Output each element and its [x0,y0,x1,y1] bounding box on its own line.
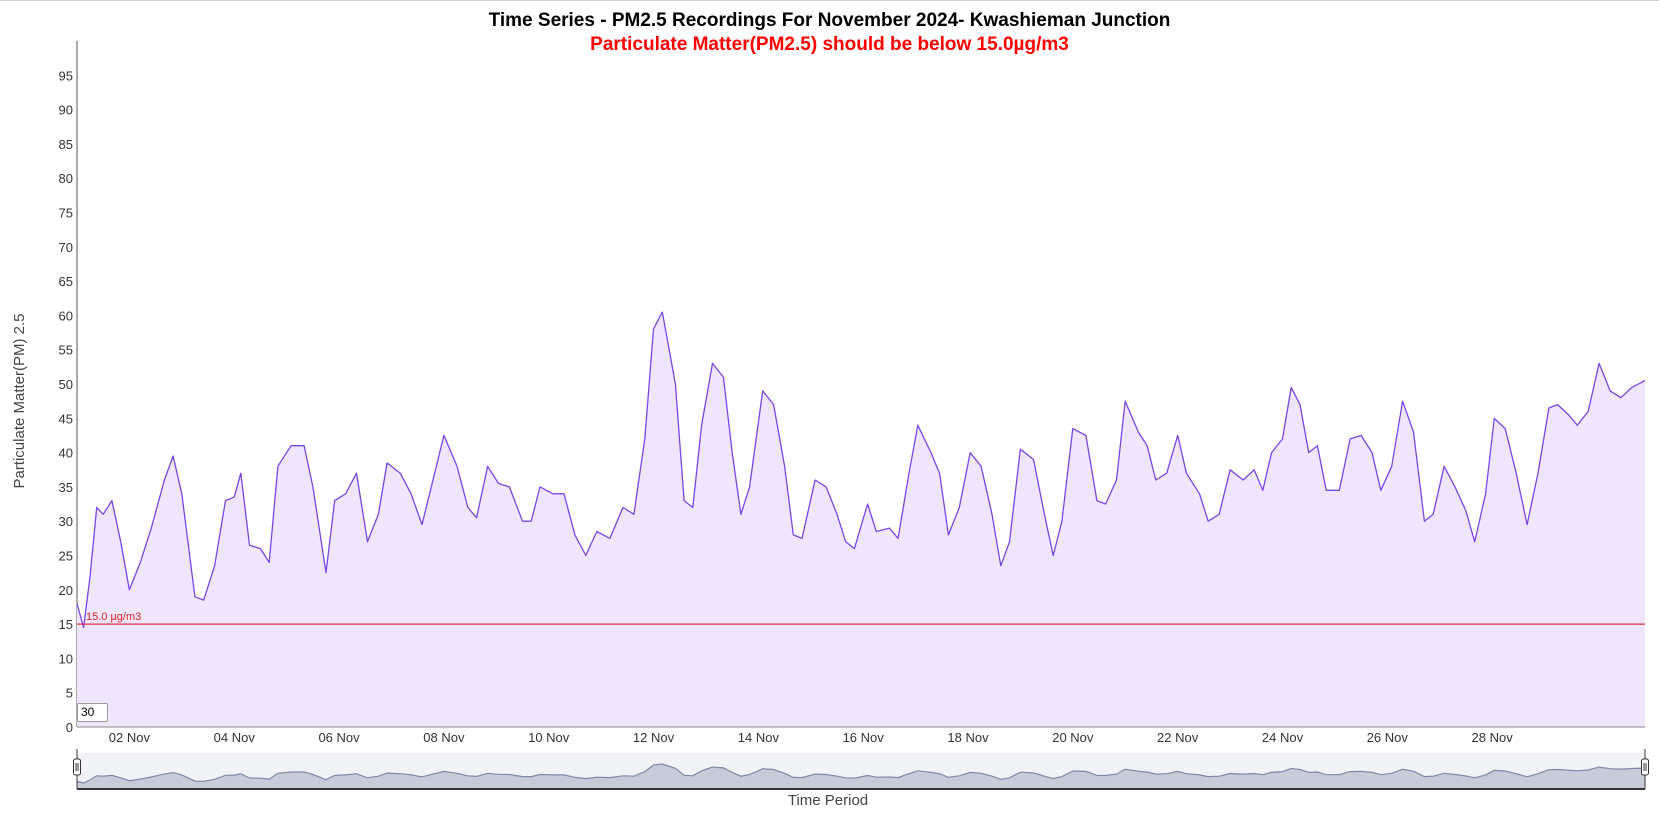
x-tick-label: 20 Nov [1052,730,1094,745]
series-area-fill [77,312,1645,727]
x-axis: 02 Nov 04 Nov 06 Nov 08 Nov 10 Nov 12 Nov 14 N… [77,726,1645,745]
y-tick-label: 0 [66,720,73,735]
y-tick-label: 40 [59,446,73,461]
y-tick-label: 15 [59,617,73,632]
x-tick-label: 14 Nov [738,730,780,745]
y-tick-label: 70 [59,240,73,255]
y-axis-title: Particulate Matter(PM) 2.5 [11,313,28,488]
y-tick-label: 85 [59,137,73,152]
y-axis: 0 5 10 15 20 25 30 35 40 45 50 55 60 65 70 75 80 85 90 95 [59,41,78,735]
threshold-label: 15.0 µg/m3 [86,611,141,623]
navigator-handle-right[interactable] [1641,758,1649,776]
x-tick-label: 24 Nov [1262,730,1304,745]
x-tick-label: 18 Nov [947,730,989,745]
navigator[interactable] [73,749,1649,790]
x-axis-title: Time Period [788,792,868,809]
y-tick-label: 50 [59,377,73,392]
chart-title: Time Series - PM2.5 Recordings For Novem… [488,10,1171,31]
y-tick-label: 90 [59,103,73,118]
y-tick-label: 25 [59,549,73,564]
y-tick-label: 5 [66,686,73,701]
navigator-handle-left[interactable] [73,758,81,776]
y-tick-label: 20 [59,583,73,598]
y-tick-label: 75 [59,206,73,221]
navigator-line [76,763,1646,784]
x-tick-label: 12 Nov [633,730,675,745]
y-tick-label: 35 [59,480,73,495]
x-tick-label: 26 Nov [1367,730,1409,745]
y-tick-label: 10 [59,651,73,666]
x-tick-label: 04 Nov [214,730,256,745]
chart-subtitle: Particulate Matter(PM2.5) should be belo… [590,34,1069,55]
y-tick-label: 45 [59,411,73,426]
y-tick-label: 65 [59,274,73,289]
x-tick-label: 10 Nov [528,730,570,745]
y-tick-label: 55 [59,343,73,358]
x-tick-label: 22 Nov [1157,730,1199,745]
series-line [76,311,1646,629]
navigator-area [77,764,1645,789]
x-tick-label: 28 Nov [1472,730,1514,745]
y-tick-label: 60 [59,308,73,323]
y-tick-label: 30 [59,514,73,529]
x-tick-label: 16 Nov [843,730,885,745]
zoom-input[interactable]: 30 [77,703,108,722]
y-tick-label: 95 [59,68,73,83]
x-tick-label: 08 Nov [423,730,465,745]
plot-area[interactable]: 15.0 µg/m3 [76,311,1646,727]
y-tick-label: 80 [59,171,73,186]
x-tick-label: 06 Nov [318,730,360,745]
x-tick-label: 02 Nov [109,730,151,745]
